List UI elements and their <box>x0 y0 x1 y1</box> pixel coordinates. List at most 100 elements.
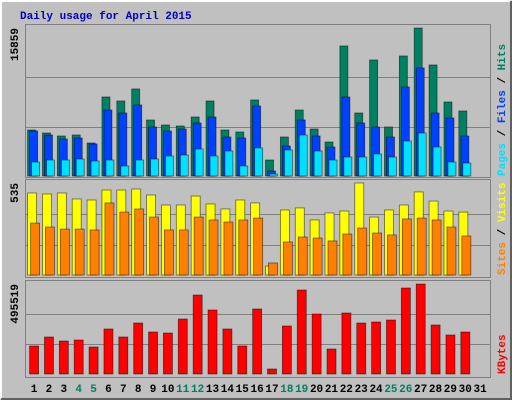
x-tick-label: 26 <box>399 384 412 396</box>
bar <box>29 345 40 375</box>
x-tick-label: 10 <box>161 384 174 396</box>
bar <box>267 368 277 375</box>
bar <box>343 156 353 177</box>
bar <box>431 219 442 276</box>
bar <box>135 159 145 177</box>
bar <box>296 289 307 375</box>
bar <box>461 235 472 276</box>
x-tick-label: 31 <box>474 384 488 396</box>
bar <box>372 232 383 276</box>
bar <box>119 211 130 276</box>
bar <box>417 132 427 177</box>
legend: Pages / Files / Hits <box>497 44 509 176</box>
bar <box>45 226 55 276</box>
bar <box>282 241 293 276</box>
bar <box>298 134 308 177</box>
legend-separator: / <box>497 123 509 143</box>
bar <box>432 146 442 177</box>
x-tick-label: 20 <box>310 384 323 396</box>
bar <box>194 148 204 177</box>
x-tick-label: 18 <box>280 384 294 396</box>
bar <box>239 165 249 177</box>
bar <box>165 155 174 177</box>
x-tick-label: 27 <box>414 384 427 396</box>
x-tick-label: 8 <box>135 384 142 396</box>
x-tick-label: 9 <box>150 384 157 396</box>
bar <box>105 159 115 177</box>
bar <box>120 165 130 177</box>
x-tick-label: 4 <box>75 384 82 396</box>
legend-separator: / <box>497 222 509 242</box>
bar <box>179 154 189 177</box>
bar <box>447 161 457 177</box>
x-tick-label: 5 <box>90 384 97 396</box>
bar <box>30 222 41 276</box>
bar <box>415 283 426 375</box>
bar <box>118 336 129 375</box>
bar <box>328 159 338 177</box>
bar <box>223 221 234 276</box>
bar <box>387 234 397 276</box>
bar <box>445 334 456 375</box>
legend: Sites / Visits <box>497 183 509 275</box>
x-tick-label: 14 <box>221 384 235 396</box>
bar <box>59 228 70 276</box>
bar <box>281 325 292 375</box>
x-tick-label: 21 <box>325 384 339 396</box>
bar <box>341 312 352 375</box>
x-tick-label: 30 <box>459 384 472 396</box>
bar <box>104 202 115 276</box>
bar <box>283 149 293 177</box>
bar <box>254 147 264 177</box>
bar <box>268 262 278 276</box>
bar <box>326 348 337 375</box>
bar <box>252 308 263 375</box>
bar <box>386 319 396 375</box>
y-tick-label: 495519 <box>10 284 22 324</box>
bar <box>430 324 441 375</box>
bar <box>74 228 85 276</box>
bar <box>150 158 159 177</box>
bar <box>388 156 397 177</box>
x-tick-label: 1 <box>31 384 38 396</box>
bar <box>60 159 70 177</box>
chart-title: Daily usage for April 2015 <box>20 11 192 23</box>
bar <box>148 331 158 375</box>
bar <box>193 216 204 276</box>
bar <box>313 150 323 177</box>
bar <box>164 229 174 276</box>
x-tick-label: 17 <box>265 384 278 396</box>
bar <box>222 328 233 375</box>
bar <box>177 318 188 375</box>
bar <box>237 345 248 375</box>
bar <box>342 233 353 276</box>
bar <box>358 156 368 177</box>
x-tick-label: 3 <box>60 384 67 396</box>
bar <box>209 155 219 177</box>
legend-entry: Visits <box>497 183 509 223</box>
x-tick-label: 22 <box>340 384 353 396</box>
bar <box>327 240 338 276</box>
bar <box>224 150 234 177</box>
bar <box>269 173 278 177</box>
legend: KBytes <box>497 334 509 374</box>
bar <box>208 219 219 276</box>
bar <box>373 153 383 177</box>
legend-entry: KBytes <box>497 334 509 374</box>
bar <box>149 216 159 276</box>
bar <box>44 336 54 375</box>
bar <box>357 227 368 276</box>
bar <box>462 162 472 177</box>
bar <box>238 219 249 276</box>
bar <box>89 229 100 276</box>
bar <box>46 159 55 177</box>
x-tick-label: 24 <box>369 384 383 396</box>
y-tick-label: 535 <box>10 183 22 203</box>
bar <box>75 158 85 177</box>
x-tick-label: 13 <box>206 384 220 396</box>
bar <box>58 340 69 375</box>
legend-entry: Sites <box>497 242 509 275</box>
x-tick-label: 23 <box>355 384 369 396</box>
x-tick-label: 15 <box>236 384 250 396</box>
